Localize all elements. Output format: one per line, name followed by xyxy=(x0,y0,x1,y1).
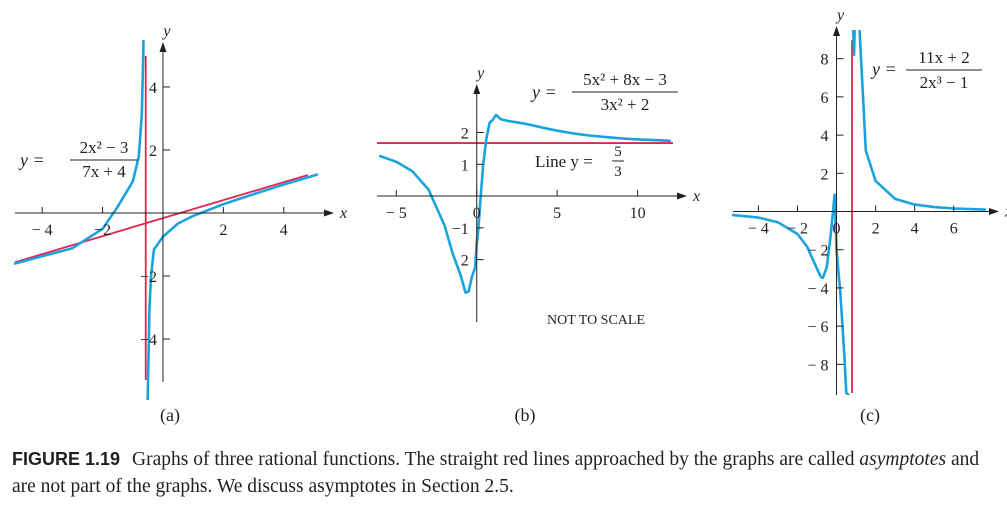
figure: xy − 4 −2 2 442−2−4 (a) y = 2x² − 3 7x + 4 … xyxy=(13,7,1007,426)
panel-b-label: (b) xyxy=(515,405,536,426)
panel-b-y-tick-label: −1 xyxy=(452,221,469,238)
panel-a-formula-lhs: y = xyxy=(18,150,45,170)
panel-c-curve-1 xyxy=(731,193,851,395)
panel-a-x-tick-label: 4 xyxy=(280,222,288,239)
figure-caption: FIGURE 1.19 Graphs of three rational func… xyxy=(12,446,1002,500)
panel-c-formula-numerator: 11x + 2 xyxy=(918,48,969,67)
panel-c-formula-denominator: 2x³ − 1 xyxy=(920,73,969,92)
panel-a: x y − 4 −2 2 4 4 2 −2 −4 (a) y = 2x² − 3 7x + 4 xyxy=(13,23,347,426)
panel-b-asymptote-label-denominator: 3 xyxy=(614,164,622,180)
panel-b-asymptote-label-numerator: 5 xyxy=(614,144,622,160)
panel-c-y-tick-label: 6 xyxy=(821,90,829,107)
panel-c-y-tick-label: − 4 xyxy=(808,281,829,298)
panel-c-x-label: x xyxy=(1004,204,1007,221)
panel-a-curve-1 xyxy=(13,40,145,265)
caption-text: Graphs of three rational functions. The … xyxy=(132,449,860,470)
panel-b-formula-denominator: 3x² + 2 xyxy=(601,95,650,114)
panel-a-y-label: y xyxy=(161,23,171,40)
panel-b-asymptote-label-text: Line y = xyxy=(535,152,593,171)
panel-a-formula-numerator: 2x² − 3 xyxy=(80,138,129,157)
panel-c-y-tick-label: 8 xyxy=(821,52,829,69)
panel-c-x-tick-label: 2 xyxy=(872,221,880,238)
panel-c-curve-2 xyxy=(851,30,987,211)
panel-b-x-tick-label: − 5 xyxy=(386,205,407,222)
panel-c-y-tick-label: − 2 xyxy=(808,243,829,260)
panel-a-curve-2 xyxy=(146,173,319,400)
panel-b: x y − 5 0 5 10 2 1 −1 2 (b) y = 5x² + 8x − 3 3x²… xyxy=(377,65,700,426)
panel-c-y-tick-label: − 6 xyxy=(808,319,829,336)
panel-c-formula-lhs: y = xyxy=(870,59,897,79)
panel-a-x-arrow xyxy=(324,209,334,217)
panel-a-y-tick-label: −4 xyxy=(140,332,157,349)
panel-b-note: NOT TO SCALE xyxy=(547,313,645,328)
panel-c-formula: y = 11x + 2 2x³ − 1 xyxy=(870,48,982,92)
panel-b-formula-lhs: y = xyxy=(530,82,557,102)
panel-b-x-tick-label: 5 xyxy=(553,205,561,222)
panel-c-x-tick-label: 0 xyxy=(833,221,841,238)
figure-number: FIGURE 1.19 xyxy=(12,449,121,469)
panel-c-label: (c) xyxy=(860,405,880,426)
panel-b-x-label: x xyxy=(692,188,700,205)
panel-c-y-tick-label: − 8 xyxy=(808,357,829,374)
panel-c-x-arrow xyxy=(989,208,999,215)
panel-a-x-tick-label: − 4 xyxy=(32,222,53,239)
caption-text-end: and are not part of the graphs. We discu… xyxy=(12,449,980,497)
panel-a-formula: y = 2x² − 3 7x + 4 xyxy=(18,138,138,181)
panel-c-x-tick-label: 6 xyxy=(950,221,958,238)
panel-c-y-arrow xyxy=(833,26,841,36)
panel-b-asymptote-label: Line y = 5 3 xyxy=(535,144,624,180)
panel-b-curve-1 xyxy=(378,113,672,294)
panel-a-label: (a) xyxy=(160,405,180,426)
panel-a-y-tick-label: −2 xyxy=(140,269,157,286)
panel-b-formula: y = 5x² + 8x − 3 3x² + 2 xyxy=(530,70,678,114)
panel-a-y-tick-label: 4 xyxy=(149,80,157,97)
panel-b-y-tick-label: 2 xyxy=(461,125,469,142)
caption-emphasis: asymptotes xyxy=(859,449,947,470)
panel-b-y-arrow xyxy=(473,84,481,94)
panel-b-formula-numerator: 5x² + 8x − 3 xyxy=(583,70,667,89)
panel-b-y-label: y xyxy=(475,65,485,82)
panel-a-x-label: x xyxy=(339,205,347,222)
panel-b-x-tick-label: 0 xyxy=(473,205,481,222)
panel-c-x-tick-label: 4 xyxy=(911,221,919,238)
panel-a-y-tick-label: 2 xyxy=(149,143,157,160)
panel-c-y-tick-label: 2 xyxy=(821,166,829,183)
panel-b-y-tick-label: 1 xyxy=(461,157,469,174)
panel-a-y-arrow xyxy=(159,42,167,52)
panel-c-y-tick-label: 4 xyxy=(821,128,829,145)
panel-c-x-tick-label: − 4 xyxy=(748,221,769,238)
panel-b-x-arrow xyxy=(677,192,687,200)
panel-a-asymptote-oblique xyxy=(14,174,309,264)
panel-a-formula-denominator: 7x + 4 xyxy=(82,162,126,181)
panel-a-x-tick-label: 2 xyxy=(219,222,227,239)
panel-a-x-tick-label: −2 xyxy=(94,222,111,239)
panel-c-x-tick-label: − 2 xyxy=(787,221,808,238)
panel-c-y-label: y xyxy=(835,7,845,24)
panel-b-x-tick-label: 10 xyxy=(630,205,646,222)
panel-b-y-tick-label: 2 xyxy=(461,253,469,270)
